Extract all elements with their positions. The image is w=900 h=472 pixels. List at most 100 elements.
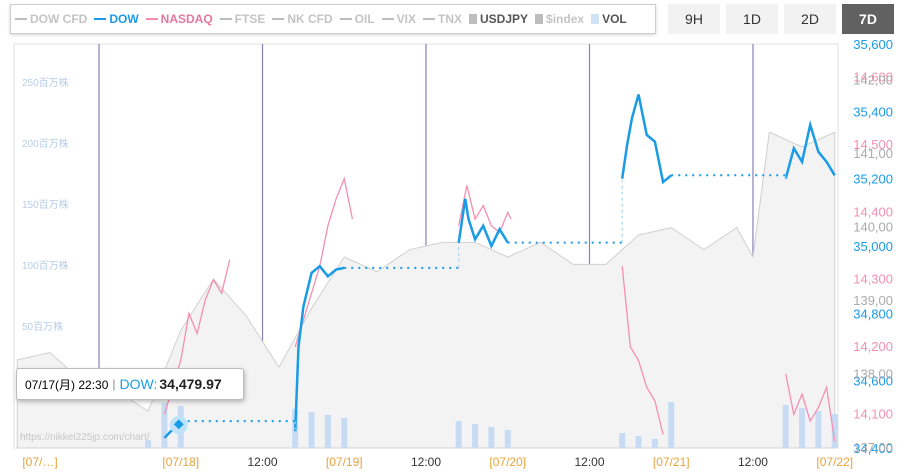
dow-axis-label: 34,600	[853, 374, 893, 389]
legend-item-oil[interactable]: OIL	[339, 12, 375, 26]
nasdaq-axis-label: 14,300	[853, 272, 893, 287]
x-axis-label: [07/22]	[816, 455, 853, 469]
range-button-7d[interactable]: 7D	[842, 4, 894, 34]
dow-axis-label: 35,600	[853, 37, 893, 52]
usdjpy-axis-label: 142,00	[853, 73, 893, 88]
x-axis-label: [07/18]	[162, 455, 199, 469]
legend-item--index[interactable]: $index	[535, 12, 584, 26]
x-axis-label: 12:00	[738, 455, 768, 469]
dow-axis-label: 35,400	[853, 104, 893, 119]
vol-axis-label: 150百万株	[22, 198, 69, 211]
volume-bar	[815, 411, 822, 448]
legend-swatch	[94, 18, 107, 20]
usdjpy-axis-label: 138,00	[853, 367, 893, 382]
nasdaq-axis-label: 14,400	[853, 204, 893, 219]
usdjpy-axis-label: 137,00	[853, 440, 893, 455]
legend-label: DOW CFD	[30, 12, 88, 26]
vol-axis-label: 200百万株	[22, 137, 69, 150]
legend-label: USDJPY	[480, 12, 529, 26]
dow-axis-label: 34,400	[853, 441, 893, 456]
range-button-9h[interactable]: 9H	[668, 4, 720, 34]
volume-bar	[799, 408, 806, 448]
nasdaq-line	[621, 266, 664, 435]
legend-item-vix[interactable]: VIX	[381, 12, 417, 26]
legend-label: $index	[546, 12, 585, 26]
vol-axis-label: 100百万株	[22, 259, 69, 272]
x-axis-label: [07/…]	[22, 455, 57, 469]
legend-item-ftse[interactable]: FTSE	[219, 12, 266, 26]
nasdaq-line	[785, 373, 836, 442]
legend-swatch	[469, 14, 478, 24]
vol-axis-label: 50百万株	[22, 320, 63, 333]
volume-bar	[308, 412, 315, 448]
nasdaq-axis-label: 14,100	[853, 406, 893, 421]
nasdaq-axis-label: 14,600	[853, 70, 893, 85]
tooltip-series-name: DOW:	[119, 376, 158, 392]
legend-label: OIL	[354, 12, 375, 26]
legend-item-dow[interactable]: DOW	[94, 12, 139, 26]
nasdaq-axis-label: 14,200	[853, 339, 893, 354]
legend-item-vol[interactable]: VOL	[591, 12, 627, 26]
volume-bar	[619, 433, 626, 448]
volume-bar	[161, 403, 168, 448]
dow-line	[784, 119, 836, 179]
legend-swatch	[591, 14, 600, 24]
nasdaq-axis-label: 14,500	[853, 137, 893, 152]
legend-item-tnx[interactable]: TNX	[423, 12, 462, 26]
volume-bar	[341, 418, 348, 448]
tooltip-date: 07/17(月) 22:30	[25, 377, 109, 392]
x-axis-label: [07/20]	[489, 455, 526, 469]
range-button-2d[interactable]: 2D	[784, 4, 836, 34]
vol-axis-label: 250百万株	[22, 76, 69, 89]
usdjpy-axis-label: 139,00	[853, 293, 893, 308]
legend-swatch	[535, 14, 544, 24]
volume-bar	[831, 414, 838, 448]
x-axis-label: 12:00	[247, 455, 277, 469]
volume-bar	[145, 440, 152, 448]
legend-item-nk-cfd[interactable]: NK CFD	[272, 12, 333, 26]
hover-marker	[173, 419, 184, 430]
legend-swatch	[381, 18, 394, 20]
usdjpy-axis-label: 141,00	[853, 146, 893, 161]
nasdaq-line	[163, 259, 231, 415]
legend-label: NASDAQ	[160, 12, 213, 26]
series-legend: DOW CFD DOW NASDAQ FTSE NK CFD OIL VIX TNX USDJP…	[10, 4, 656, 34]
dow-line	[293, 264, 345, 432]
legend-swatch	[339, 18, 352, 20]
dow-line	[620, 94, 673, 185]
x-axis-label: 12:00	[574, 455, 604, 469]
legend-item-usdjpy[interactable]: USDJPY	[469, 12, 528, 26]
legend-item-dow-cfd[interactable]: DOW CFD	[15, 12, 87, 26]
volume-bar	[651, 439, 658, 448]
volume-bar	[324, 415, 331, 448]
volume-bar	[472, 424, 479, 448]
legend-swatch	[423, 18, 436, 20]
legend-label: NK CFD	[287, 12, 333, 26]
volume-bar	[782, 405, 789, 448]
volume-bar	[488, 427, 495, 448]
dow-axis-label: 34,800	[853, 306, 893, 321]
range-button-1d[interactable]: 1D	[726, 4, 778, 34]
legend-label: VIX	[396, 12, 417, 26]
tooltip-value: 34,479.97	[159, 376, 222, 392]
volume-bar	[668, 402, 675, 448]
nasdaq-line	[458, 185, 512, 234]
legend-swatch	[145, 18, 158, 20]
watermark-url: https://nikkei225jp.com/chart/	[20, 432, 150, 443]
hover-tooltip: 07/17(月) 22:30 | DOW: 34,479.97	[16, 368, 244, 400]
range-buttons: 9H 1D 2D 7D	[668, 4, 894, 34]
legend-label: FTSE	[234, 12, 266, 26]
usdjpy-axis-label: 140,00	[853, 220, 893, 235]
legend-item-nasdaq[interactable]: NASDAQ	[145, 12, 213, 26]
legend-label: DOW	[109, 12, 139, 26]
volume-bar	[635, 436, 642, 448]
legend-swatch	[15, 18, 27, 20]
legend-swatch	[219, 18, 232, 20]
x-axis-label: 12:00	[411, 455, 441, 469]
x-axis-label: [07/19]	[326, 455, 363, 469]
dow-axis-label: 35,000	[853, 239, 893, 254]
volume-bar	[455, 421, 462, 448]
dow-line	[457, 198, 509, 250]
tooltip-separator: |	[112, 377, 116, 391]
